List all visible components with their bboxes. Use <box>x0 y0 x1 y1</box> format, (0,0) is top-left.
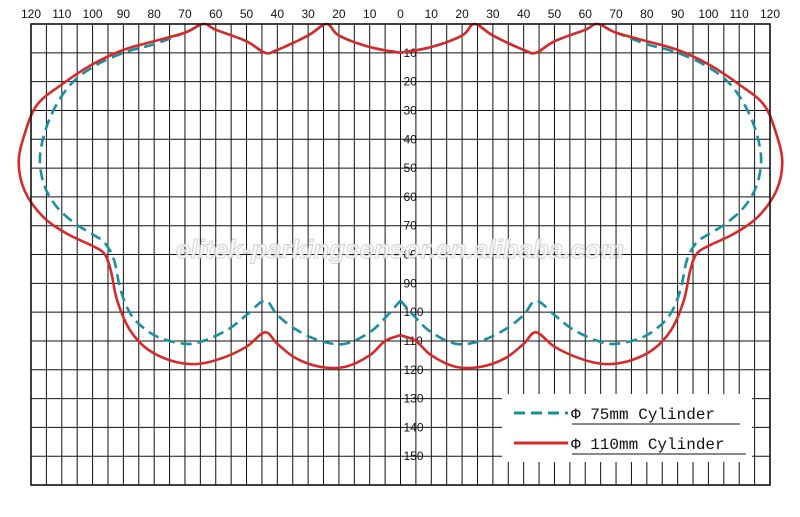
legend-background <box>502 394 752 462</box>
x-tick-labels: 120 110 100 90 80 70 60 50 40 30 20 10 0 10 20 30 40 50 60… <box>21 7 780 21</box>
x-tick-label: 120 <box>760 7 780 21</box>
y-tick-label: 120 <box>404 363 424 377</box>
x-tick-label: 90 <box>117 7 131 21</box>
x-tick-label: 20 <box>455 7 469 21</box>
y-tick-label: 40 <box>404 132 418 146</box>
x-tick-label: 10 <box>425 7 439 21</box>
y-tick-label: 90 <box>404 276 418 290</box>
y-tick-label: 70 <box>404 219 418 233</box>
detection-zone-series <box>17 22 784 370</box>
watermark: elitek-parkingsensor.en.alibaba.com <box>176 234 625 265</box>
x-tick-label: 70 <box>609 7 623 21</box>
series-75mm-left-outline <box>38 22 402 346</box>
series-110mm-right-outline <box>400 22 784 370</box>
x-tick-label: 50 <box>548 7 562 21</box>
y-tick-label: 100 <box>404 305 424 319</box>
x-tick-label: 40 <box>517 7 531 21</box>
legend-label-110mm: Φ 110mm Cylinder <box>571 436 725 454</box>
x-tick-label: 30 <box>301 7 315 21</box>
y-tick-label: 140 <box>404 420 424 434</box>
x-tick-label: 90 <box>671 7 685 21</box>
x-tick-label: 20 <box>332 7 346 21</box>
x-tick-label: 60 <box>579 7 593 21</box>
x-tick-label: 70 <box>178 7 192 21</box>
plot-frame <box>30 23 771 486</box>
watermark-text: elitek-parkingsensor.en.alibaba.com <box>176 234 624 264</box>
y-tick-label: 150 <box>404 449 424 463</box>
x-tick-label: 100 <box>698 7 718 21</box>
y-tick-label: 80 <box>404 248 418 262</box>
y-tick-label: 30 <box>404 103 418 117</box>
x-tick-label: 50 <box>240 7 254 21</box>
y-tick-label: 50 <box>404 161 418 175</box>
x-tick-label: 80 <box>640 7 654 21</box>
x-tick-label: 120 <box>21 7 41 21</box>
y-tick-label: 130 <box>404 392 424 406</box>
x-tick-label: 0 <box>397 7 404 21</box>
x-tick-label: 80 <box>147 7 161 21</box>
x-tick-label: 30 <box>486 7 500 21</box>
y-tick-label: 60 <box>404 190 418 204</box>
y-tick-label: 10 <box>404 46 418 60</box>
series-110mm-left-outline <box>17 22 401 370</box>
x-tick-label: 110 <box>730 7 749 21</box>
x-tick-label: 10 <box>363 7 377 21</box>
legend: Φ 75mm Cylinder Φ 110mm Cylinder <box>502 394 752 462</box>
y-tick-label: 20 <box>404 75 418 89</box>
series-75mm-right-outline <box>399 22 763 346</box>
x-tick-label: 100 <box>83 7 103 21</box>
legend-label-75mm: Φ 75mm Cylinder <box>571 406 715 424</box>
x-tick-label: 110 <box>52 7 71 21</box>
x-tick-label: 60 <box>209 7 223 21</box>
x-tick-label: 40 <box>271 7 285 21</box>
